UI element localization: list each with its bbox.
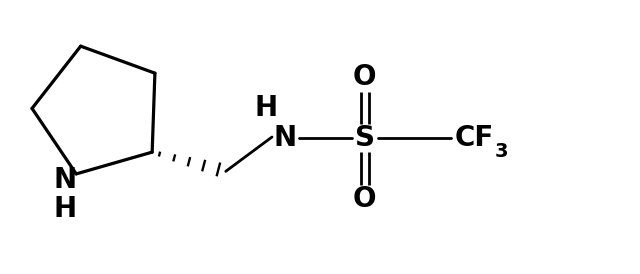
Text: O: O: [353, 185, 376, 213]
Text: H: H: [254, 93, 277, 122]
Text: N: N: [273, 124, 296, 152]
Text: 3: 3: [495, 142, 508, 161]
Text: H: H: [53, 195, 76, 223]
Text: O: O: [353, 64, 376, 92]
Text: CF: CF: [454, 124, 493, 152]
Text: S: S: [355, 124, 375, 152]
Text: N: N: [53, 166, 76, 194]
